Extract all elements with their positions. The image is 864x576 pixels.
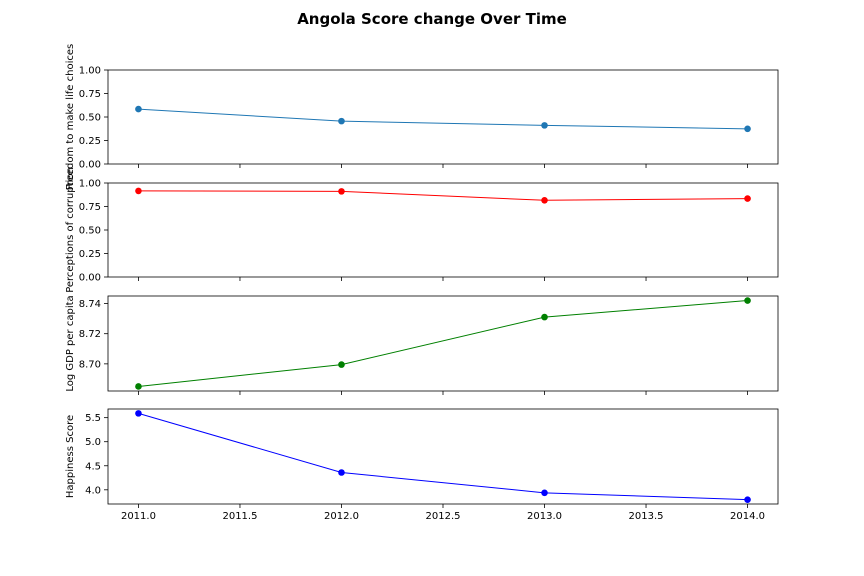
axes-frame: [107, 182, 779, 278]
y-tick-label: 0.75: [79, 202, 101, 213]
y-axis-label: Log GDP per capita: [65, 295, 76, 391]
x-tick-label: 2011.0: [121, 511, 156, 522]
series-line: [138, 412, 748, 501]
x-tick-label: 2013.5: [629, 511, 664, 522]
axes-frame: [107, 69, 779, 165]
data-point: [541, 313, 548, 321]
y-tick-label: 0.25: [79, 249, 101, 260]
y-tick-label: 1.00: [79, 179, 101, 190]
data-point: [744, 195, 751, 202]
data-point: [338, 361, 345, 368]
y-tick-label: 0.75: [79, 89, 101, 100]
y-tick-label: 0.50: [79, 113, 101, 124]
data-point: [744, 125, 751, 133]
y-tick-label: 0.50: [79, 226, 101, 237]
y-tick-label: 1.00: [79, 66, 101, 77]
y-axis-label: Happiness Score: [65, 415, 76, 498]
data-point: [135, 187, 142, 195]
data-point: [541, 196, 548, 204]
x-tick-label: 2012.0: [324, 511, 359, 522]
x-tick-label: 2014.0: [730, 511, 765, 522]
data-point: [541, 489, 548, 497]
data-point: [744, 496, 751, 503]
y-tick-label: 4.0: [85, 485, 101, 496]
y-tick-label: 0.00: [79, 273, 101, 284]
series-line: [138, 300, 748, 387]
y-tick-label: 8.72: [79, 329, 101, 340]
data-point: [135, 383, 142, 390]
data-point: [541, 122, 548, 129]
data-point: [338, 117, 345, 125]
series-line: [138, 190, 748, 201]
x-tick-label: 2011.5: [222, 511, 257, 522]
axes-frame: [107, 295, 779, 392]
data-point: [338, 469, 345, 476]
x-tick-label: 2013.0: [527, 511, 562, 522]
figure-title: Angola Score change Over Time: [297, 10, 567, 28]
y-tick-label: 4.5: [85, 461, 101, 472]
axes-frame: [107, 408, 779, 505]
data-point: [744, 297, 751, 304]
y-tick-label: 8.70: [79, 359, 101, 370]
y-tick-label: 0.00: [79, 160, 101, 171]
y-tick-label: 5.5: [85, 413, 101, 424]
data-point: [135, 105, 142, 113]
data-point: [338, 188, 345, 195]
y-tick-label: 8.74: [79, 299, 101, 310]
y-axis-label: Perceptions of corruption: [65, 167, 76, 293]
series-line: [138, 108, 748, 130]
y-tick-label: 0.25: [79, 136, 101, 147]
y-axis-label: Freedom to make life choices: [65, 44, 76, 190]
subplot-4: 2011.0 2011.5 2012.0 2012.5 2013.0 2013.5 2014…: [65, 408, 779, 522]
data-point: [135, 410, 142, 417]
x-tick-label: 2012.5: [426, 511, 461, 522]
y-tick-label: 5.0: [85, 437, 101, 448]
